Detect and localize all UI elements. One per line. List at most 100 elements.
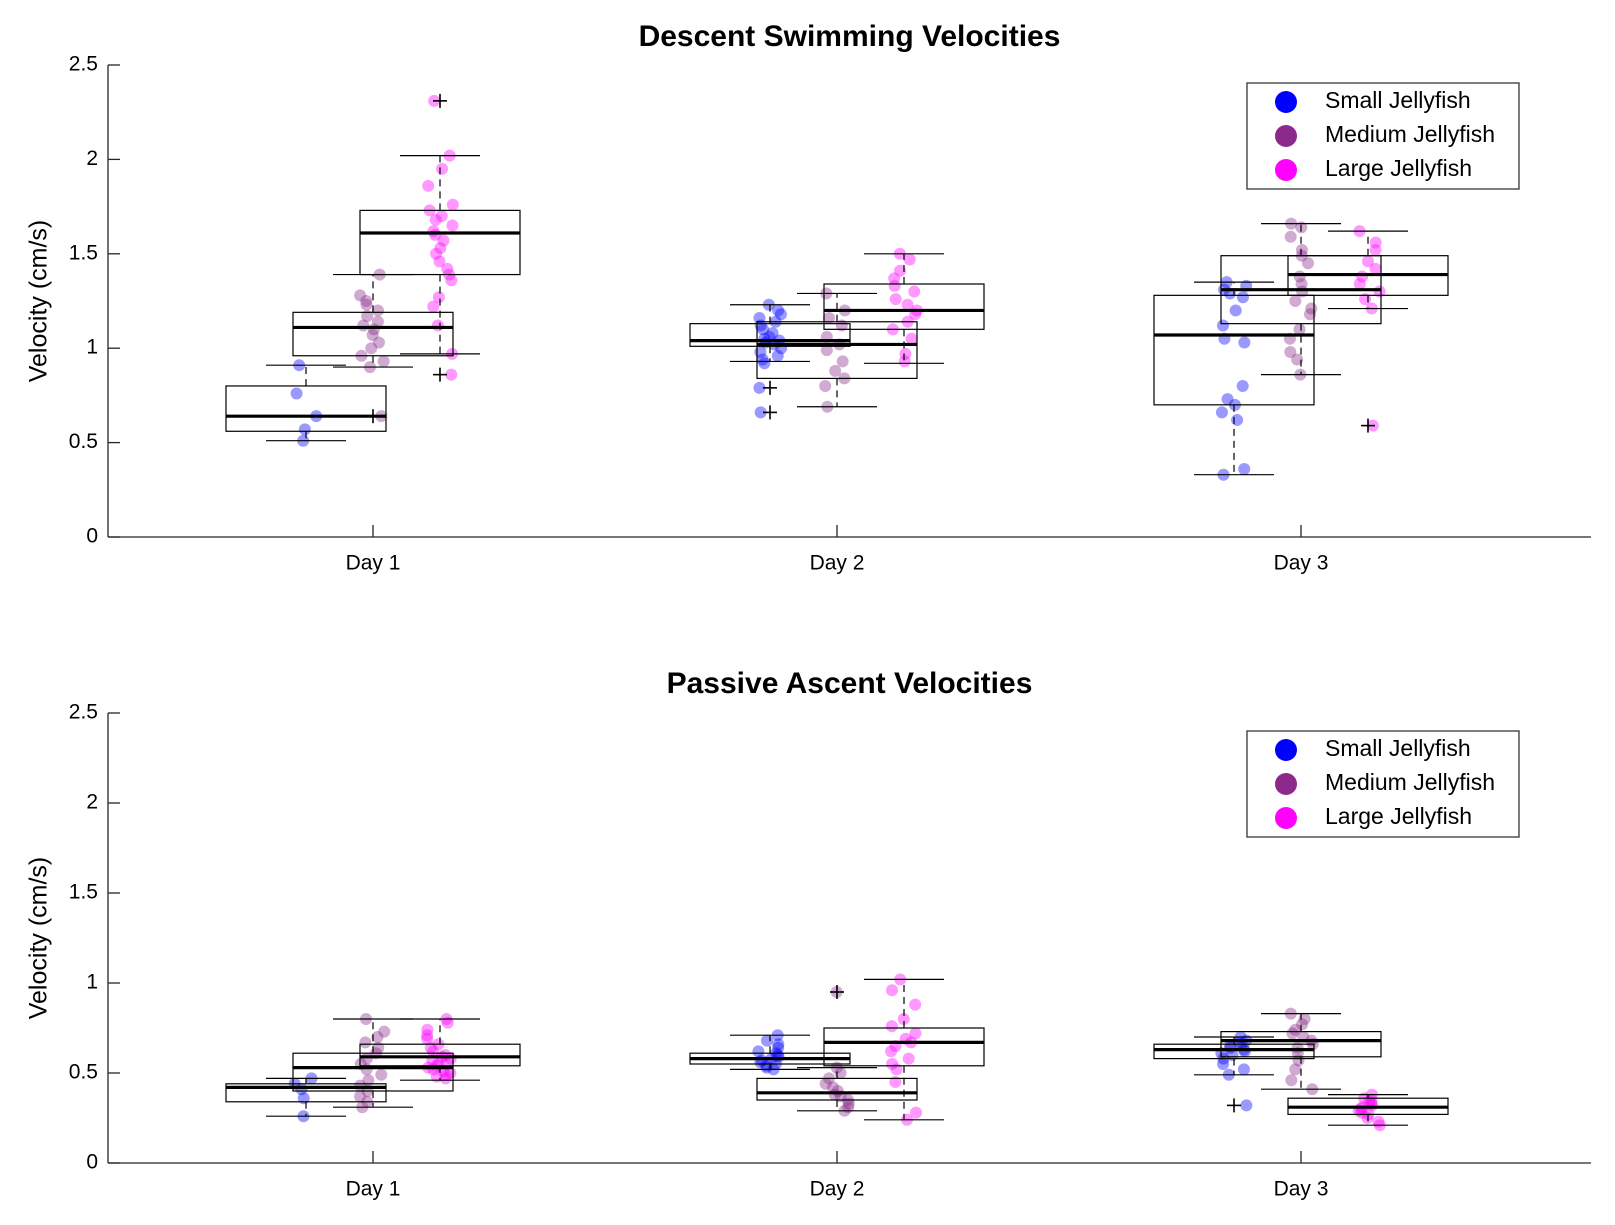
outlier-marker [433,367,447,382]
box-plot [1220,1012,1382,1090]
y-tick-label: 2 [86,791,98,814]
data-point [427,1045,440,1058]
legend-marker [1275,773,1297,795]
y-tick-label: 2 [86,147,98,170]
data-point [424,1041,437,1054]
outlier-marker [763,380,777,395]
data-point [436,162,449,175]
box-plot [1287,1093,1449,1126]
data-point [752,1045,765,1058]
data-point [888,279,901,292]
data-point [1238,1045,1251,1058]
data-point [366,328,379,341]
data-point [1291,353,1304,366]
x-tick-label: Day 2 [810,1178,865,1201]
data-point [1216,319,1229,332]
box-plot [359,1018,521,1081]
box-plot [689,1034,851,1071]
box-plot [823,253,985,364]
data-point [772,1038,785,1051]
data-point [446,219,459,232]
box-iqr [1153,294,1315,406]
data-point [1369,244,1382,257]
data-point [297,1092,310,1105]
data-point [427,300,440,313]
data-point [827,1081,840,1094]
data-point [298,423,311,436]
x-tick-label: Day 3 [1274,1178,1329,1201]
data-point [885,1020,898,1033]
data-point [378,1025,391,1038]
data-point [1361,255,1374,268]
box-plot [359,93,521,382]
data-point [1289,1023,1302,1036]
data-point [834,1067,847,1079]
data-point [885,984,898,997]
legend-marker [1275,159,1297,181]
data-point [432,291,445,304]
box-plot [1287,230,1449,433]
data-point [1355,1106,1368,1119]
data-point [421,1032,434,1045]
data-point [771,349,784,362]
y-axis-label: Velocity (cm/s) [25,220,53,383]
data-point [822,311,835,324]
data-point [440,1056,453,1069]
data-point [1240,1099,1253,1112]
data-point [1236,291,1249,304]
data-point [440,1068,453,1081]
legend-entry: Large Jellyfish [1325,803,1472,829]
box-iqr [1153,1043,1315,1060]
data-point [898,355,911,368]
data-point [362,1074,375,1087]
legend-entry: Small Jellyfish [1325,87,1471,113]
data-point [429,213,442,226]
data-point [901,298,914,311]
box-plot [225,364,387,442]
data-point [1238,336,1251,349]
box-iqr [689,323,851,347]
data-point [1238,463,1251,476]
data-point [1369,236,1382,249]
data-point [360,298,373,311]
x-tick-label: Day 3 [1274,552,1329,575]
y-tick-label: 0.5 [69,1061,98,1084]
box-plot [756,292,918,408]
y-tick-label: 2.5 [69,701,98,724]
data-point [903,253,916,266]
legend-entry: Medium Jellyfish [1325,121,1495,147]
box-iqr [1220,1030,1382,1058]
data-point [371,304,384,317]
box-iqr [756,321,918,380]
data-point [772,1041,785,1054]
data-point [1295,278,1308,291]
data-point [820,344,833,357]
data-point [909,998,922,1011]
data-point [375,1068,388,1081]
data-point [1289,295,1302,307]
y-axis-label: Velocity (cm/s) [25,857,53,1020]
data-point [435,210,448,223]
x-tick-label: Day 2 [810,552,865,575]
data-point [377,355,390,368]
data-point [445,274,458,287]
data-point [445,368,458,381]
x-tick-label: Day 1 [346,552,401,575]
data-point [835,319,848,332]
data-point [819,379,832,392]
data-point [372,1041,385,1054]
box-iqr [823,283,985,330]
data-point [365,342,378,355]
data-point [829,364,842,377]
legend-entry: Medium Jellyfish [1325,769,1495,795]
data-point [371,1031,384,1043]
box-plot [292,273,454,424]
box-plot [292,1018,454,1108]
data-point [905,332,918,345]
data-point [889,1076,902,1088]
data-point [421,1029,434,1042]
data-point [1231,413,1244,426]
box-iqr [359,1043,521,1067]
data-point [886,1058,899,1070]
data-point [1303,308,1316,321]
